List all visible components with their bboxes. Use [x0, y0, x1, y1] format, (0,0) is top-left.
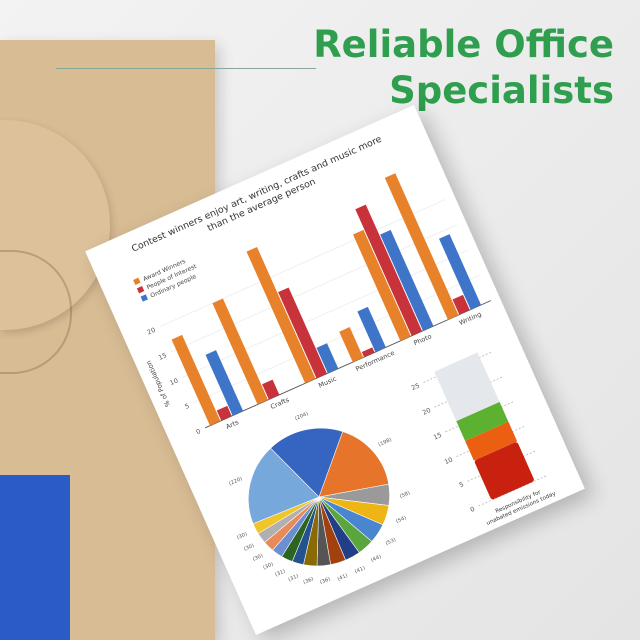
gridline	[193, 274, 480, 403]
y-tick-label: 20	[146, 326, 157, 337]
stack-y-tick: 15	[432, 431, 443, 442]
bar-writing-2	[439, 234, 482, 310]
pie-label: (30)	[243, 543, 255, 553]
pie-label: (198)	[378, 437, 393, 448]
bar-photo-0	[352, 229, 411, 341]
legend-swatch	[133, 277, 141, 285]
blue-block	[0, 475, 70, 640]
y-tick-label: 10	[168, 377, 179, 388]
bar-performance-1	[361, 347, 375, 358]
stack-y-tick: 20	[421, 406, 432, 417]
bar-music-1	[278, 287, 327, 379]
pie-label: (58)	[399, 490, 411, 500]
pie-label: (53)	[385, 537, 397, 547]
pie-label: (54)	[395, 515, 407, 525]
stack-y-tick: 10	[443, 456, 454, 467]
bar-performance-0	[339, 327, 364, 363]
bar-photo-1	[355, 204, 423, 336]
pie-label: (30)	[252, 553, 264, 563]
bar-crafts-0	[212, 298, 269, 405]
divider-line	[56, 68, 316, 69]
bar-writing-1	[452, 294, 470, 315]
pie-label: (36)	[319, 576, 331, 586]
headline: Reliable Office Specialists	[313, 22, 614, 114]
pie-slice	[248, 447, 320, 525]
bar-writing-0	[384, 173, 459, 320]
gridline	[171, 224, 458, 353]
pie-label: (41)	[354, 565, 366, 575]
stack-segment	[474, 442, 534, 500]
stack-segment	[465, 421, 518, 461]
gridline	[182, 249, 469, 378]
bar-photo-2	[380, 229, 434, 331]
x-tick-label: Arts	[225, 418, 241, 431]
legend-swatch	[140, 294, 148, 302]
bar-arts-2	[205, 350, 244, 416]
pie-slice	[270, 427, 344, 498]
y-tick-label: 0	[195, 427, 202, 436]
bar-arts-0	[171, 334, 221, 426]
headline-line1: Reliable Office	[313, 23, 614, 66]
pie-slice	[318, 431, 390, 498]
pie-label: (44)	[370, 554, 382, 564]
pie-label: (204)	[294, 411, 309, 422]
stack-y-tick: 25	[410, 381, 421, 392]
bar-crafts-1	[262, 379, 280, 400]
pie-label: (30)	[262, 562, 274, 572]
y-tick-label: 5	[184, 402, 191, 411]
pie-label: (31)	[287, 573, 299, 583]
pie-label: (36)	[303, 576, 315, 586]
pie-label: (41)	[337, 573, 349, 583]
y-tick-label: 15	[157, 351, 168, 362]
bar-music-0	[246, 246, 316, 384]
pie-label: (220)	[228, 476, 243, 487]
stack-y-tick: 5	[458, 480, 465, 489]
legend-swatch	[136, 286, 145, 294]
bar-performance-2	[357, 306, 386, 353]
bar-arts-1	[216, 405, 232, 421]
pie-label: (31)	[274, 568, 286, 578]
stack-segment	[456, 401, 509, 441]
stack-segment	[434, 352, 500, 422]
headline-line2: Specialists	[389, 69, 614, 112]
stack-y-tick: 0	[469, 505, 476, 514]
gridline	[159, 198, 446, 327]
x-axis	[204, 300, 491, 429]
bar-music-2	[316, 343, 339, 374]
pie-label: (30)	[236, 531, 248, 541]
